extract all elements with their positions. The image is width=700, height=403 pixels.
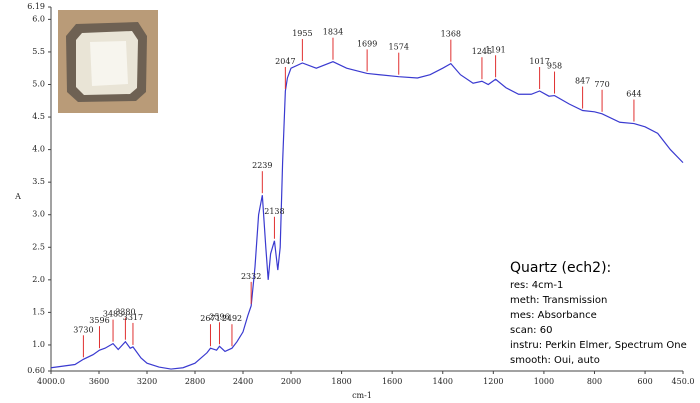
peak-label: 3483: [103, 310, 123, 319]
y-tick-label: 0.60: [27, 366, 45, 375]
info-title: Quartz (ech2):: [510, 260, 611, 276]
x-tick-label: 1600: [382, 377, 402, 386]
sample-photo: [58, 10, 158, 113]
y-tick-label: 3.0: [32, 210, 45, 219]
peak-label: 1191: [485, 45, 505, 54]
peak-label: 2596: [209, 312, 229, 321]
x-tick-label: 1200: [483, 377, 503, 386]
info-line: mes: Absorbance: [510, 310, 597, 321]
x-tick-label: 600: [637, 377, 652, 386]
x-tick-label: 2000: [281, 377, 301, 386]
peak-label: 847: [575, 77, 590, 86]
y-tick-label: 6.0: [32, 14, 45, 23]
spectrum-line: [50, 61, 684, 370]
info-line: smooth: Oui, auto: [510, 355, 600, 366]
peak-label: 1017: [529, 57, 549, 66]
y-tick-label: 2.5: [32, 242, 45, 251]
peak-label: 770: [594, 80, 609, 89]
peak-label: 2239: [252, 161, 272, 170]
peak-label: 2492: [222, 314, 242, 323]
peak-label: 3596: [89, 316, 109, 325]
info-line: instru: Perkin Elmer, Spectrum One: [510, 340, 687, 351]
y-tick-label: 6.19: [27, 2, 45, 11]
x-axis-label: cm-1: [352, 391, 372, 400]
peak-label: 2047: [275, 57, 295, 66]
x-tick-label: 4000.0: [37, 377, 65, 386]
peak-label: 3317: [123, 313, 143, 322]
y-tick-label: 5.5: [32, 47, 45, 56]
x-tick-label: 3600: [89, 377, 109, 386]
y-tick-label: 1.5: [32, 307, 45, 316]
peak-label: 2332: [241, 272, 261, 281]
peak-label: 1834: [323, 28, 343, 37]
peak-label: 644: [626, 90, 641, 99]
peak-label: 3730: [73, 325, 93, 334]
x-tick-label: 3200: [137, 377, 157, 386]
peak-label: 1245: [472, 47, 492, 56]
peak-label: 1955: [292, 29, 312, 38]
y-tick-label: 3.5: [32, 177, 45, 186]
y-tick-label: 4.5: [32, 112, 45, 121]
x-tick-label: 800: [587, 377, 602, 386]
peak-label: 2671: [200, 314, 220, 323]
info-line: res: 4cm-1: [510, 280, 563, 291]
peak-label: 2138: [264, 207, 284, 216]
x-tick-label: 1800: [331, 377, 351, 386]
y-axis-label: A: [14, 192, 21, 201]
peak-label: 1368: [441, 30, 461, 39]
x-tick-label: 1000: [534, 377, 554, 386]
x-tick-label: 450.0: [672, 377, 695, 386]
info-line: meth: Transmission: [510, 295, 607, 306]
y-tick-label: 5.0: [32, 79, 45, 88]
y-tick-label: 4.0: [32, 145, 45, 154]
peak-label: 1574: [389, 43, 409, 52]
peak-label: 3380: [115, 308, 135, 317]
info-line: scan: 60: [510, 325, 552, 336]
x-tick-label: 2400: [233, 377, 253, 386]
y-tick-label: 2.0: [32, 275, 45, 284]
y-tick-label: 1.0: [32, 340, 45, 349]
x-tick-label: 1400: [433, 377, 453, 386]
peak-label: 1699: [357, 39, 377, 48]
x-tick-label: 2800: [185, 377, 205, 386]
peak-label: 958: [547, 62, 562, 71]
